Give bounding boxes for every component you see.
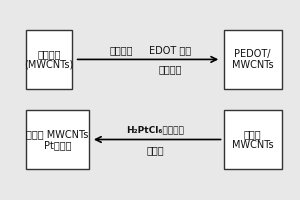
Text: PEDOT/: PEDOT/: [234, 49, 271, 59]
Text: 过硫酸铵: 过硫酸铵: [158, 64, 182, 74]
Text: MWCNTs: MWCNTs: [232, 60, 273, 70]
Text: EDOT 单体: EDOT 单体: [149, 45, 191, 55]
Text: 碳纳米管: 碳纳米管: [38, 49, 61, 59]
Text: Pt催化剂: Pt催化剂: [44, 140, 71, 150]
Text: MWCNTs: MWCNTs: [232, 140, 273, 150]
FancyBboxPatch shape: [224, 30, 282, 89]
Text: (MWCNTs): (MWCNTs): [25, 60, 74, 70]
Text: 硫掺杂 MWCNTs: 硫掺杂 MWCNTs: [26, 129, 88, 139]
FancyBboxPatch shape: [26, 30, 72, 89]
Text: 硫掺杂: 硫掺杂: [244, 129, 261, 139]
Text: H₂PtCl₆、乙二醇: H₂PtCl₆、乙二醇: [126, 125, 184, 134]
FancyBboxPatch shape: [26, 110, 89, 169]
FancyBboxPatch shape: [224, 110, 282, 169]
Text: 反应釜: 反应釜: [146, 145, 164, 155]
Text: 酸化处理: 酸化处理: [110, 45, 133, 55]
